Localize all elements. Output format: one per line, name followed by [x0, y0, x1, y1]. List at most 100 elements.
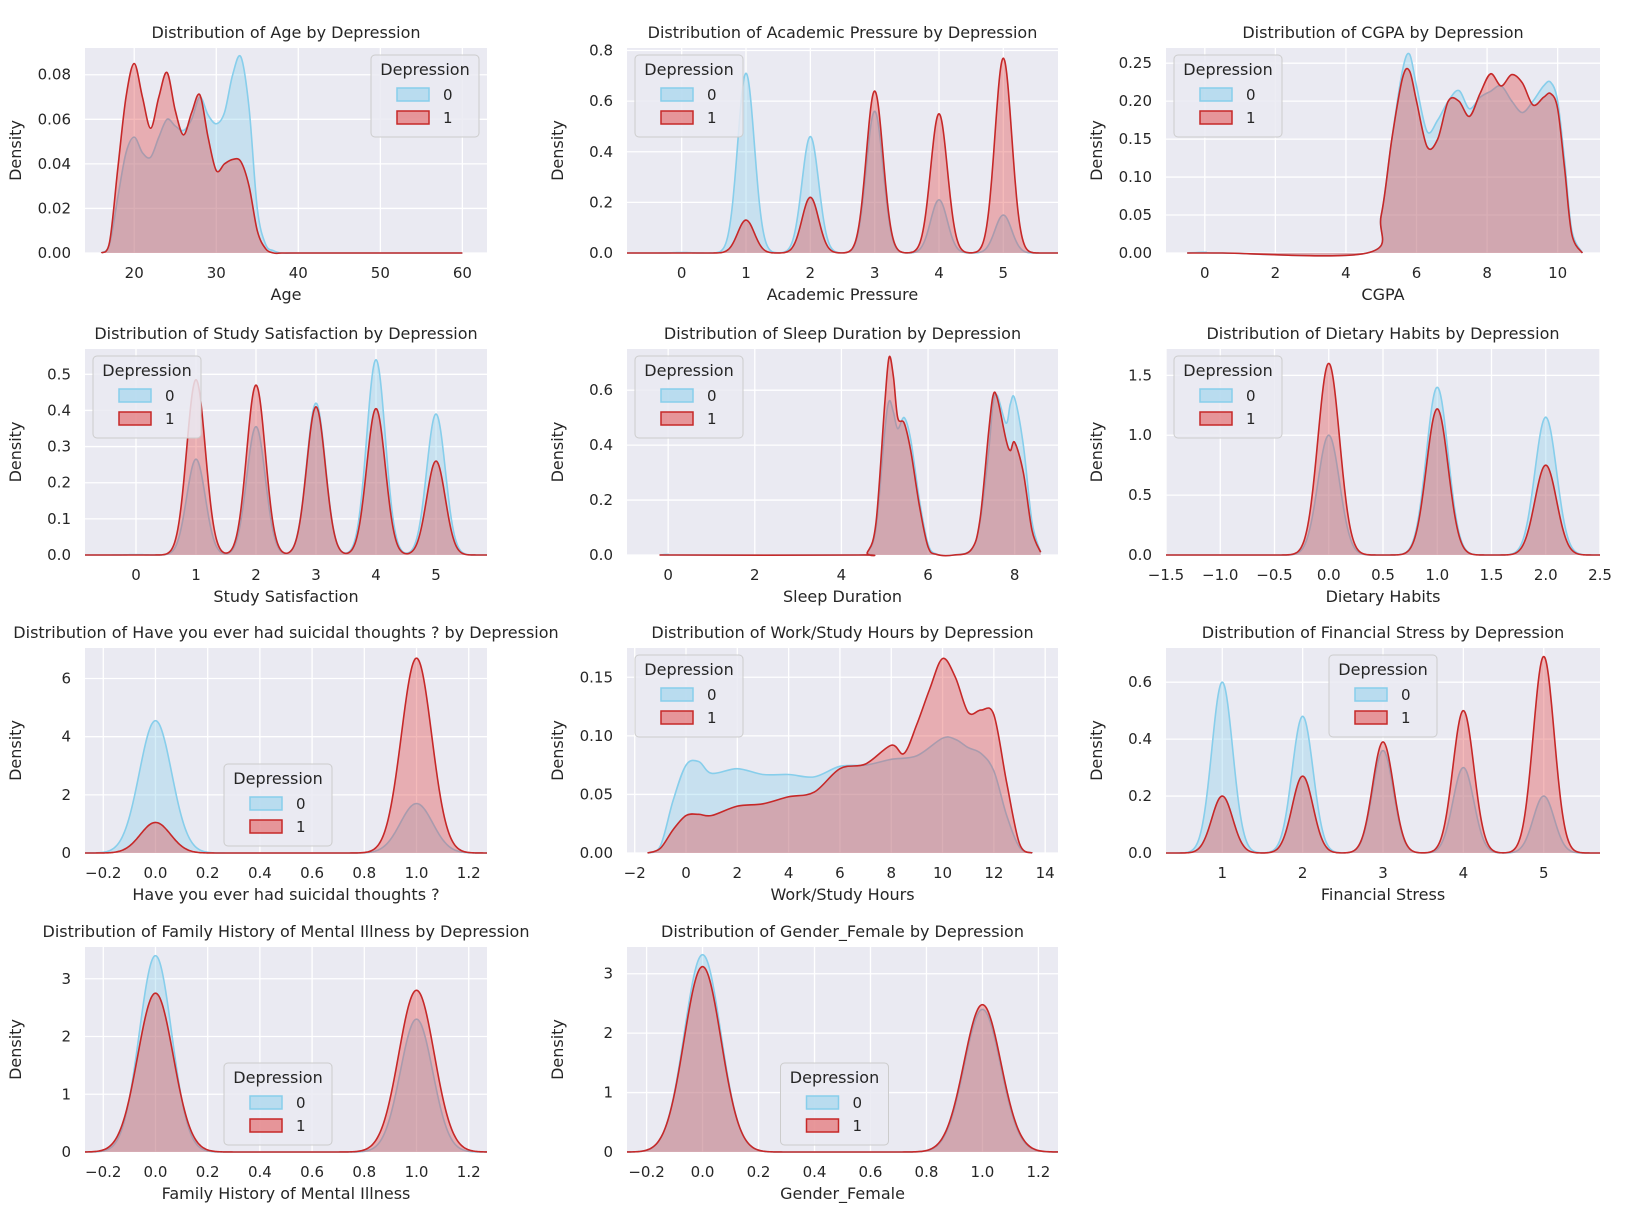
x-tick-label: 1.0	[405, 864, 429, 882]
legend-title: Depression	[380, 60, 469, 79]
x-tick-label: 0.4	[248, 864, 272, 882]
y-tick-label: 0.10	[1119, 168, 1152, 186]
x-tick-label: −0.2	[85, 1163, 121, 1181]
legend-swatch-0	[1354, 687, 1388, 702]
x-tick-label: 0.6	[859, 1163, 883, 1181]
y-tick-label: 0	[61, 844, 71, 862]
y-tick-label: 0.05	[1119, 206, 1152, 224]
x-tick-label: 0	[1200, 264, 1210, 282]
y-axis-label: Density	[548, 1019, 567, 1080]
chart-8: −2 0 2 4 6 8 10 12 140.000.050.100.15Work/Study …	[548, 623, 1058, 904]
x-axis-label: Dietary Habits	[1326, 587, 1441, 606]
x-tick-label: 0	[131, 566, 141, 584]
legend-label-0: 0	[443, 86, 453, 104]
x-tick-label: 5	[999, 264, 1009, 282]
x-tick-label: 2	[1271, 264, 1281, 282]
density-area-depression-1	[1187, 68, 1583, 256]
y-tick-label: 0.0	[47, 546, 71, 564]
y-tick-label: 0	[61, 1143, 71, 1161]
chart-7: −0.2 0.0 0.2 0.4 0.6 0.8 1.0 1.2 0 2 4 6 Have you ev…	[6, 623, 559, 904]
x-tick-label: −0.2	[85, 864, 121, 882]
x-tick-label: 60	[453, 264, 472, 282]
x-tick-label: 0.0	[691, 1163, 715, 1181]
y-axis-label: Density	[6, 720, 25, 781]
legend-swatch-0	[249, 796, 283, 811]
x-tick-label: 1.0	[405, 1163, 429, 1181]
x-tick-label: 2	[806, 264, 816, 282]
density-line-depression-1	[1187, 67, 1584, 257]
x-tick-label: 4	[1341, 264, 1351, 282]
x-tick-label: 1.2	[457, 864, 481, 882]
x-tick-label: 8	[1482, 264, 1492, 282]
x-tick-label: 1.5	[1480, 566, 1504, 584]
density-line-depression-0	[1166, 681, 1600, 854]
y-tick-label: 0.08	[38, 66, 71, 84]
legend-label-0: 0	[853, 1094, 863, 1112]
legend-label-1: 1	[707, 109, 717, 127]
density-area-depression-0	[1166, 387, 1600, 555]
x-axis-label: Family History of Mental Illness	[162, 1184, 411, 1203]
density-area-depression-0	[659, 394, 1041, 556]
y-tick-label: 0.4	[589, 143, 613, 161]
y-tick-label: 0.15	[1119, 130, 1152, 148]
chart-2: 0 1 2 3 4 5 0.0 0.2 0.4 0.6 0.8 Academic Pressure De…	[548, 23, 1058, 304]
x-tick-label: 1	[741, 264, 751, 282]
x-tick-label: 12	[984, 864, 1003, 882]
y-axis-label: Density	[1087, 422, 1106, 483]
legend-swatch-1	[660, 110, 694, 125]
legend-label-0: 0	[1246, 387, 1256, 405]
y-tick-label: 1.0	[1128, 426, 1152, 444]
legend: Depression 0 1	[370, 54, 480, 138]
legend: Depression 0 1	[634, 54, 744, 138]
legend-label-0: 0	[296, 1094, 306, 1112]
x-tick-label: 0.6	[300, 1163, 324, 1181]
density-area-depression-0	[1187, 53, 1583, 256]
y-tick-label: 0.0	[1128, 844, 1152, 862]
chart-3: 0 2 4 6 8 100.000.050.100.150.200.25CGPADensi…	[1087, 23, 1600, 304]
x-tick-label: 1.2	[1026, 1163, 1050, 1181]
density-area-depression-1	[647, 658, 1033, 853]
legend-title: Depression	[644, 660, 733, 679]
density-area-depression-0	[647, 736, 1033, 853]
density-area-depression-0	[85, 720, 487, 853]
y-tick-label: 0.6	[1128, 673, 1152, 691]
chart-title: Distribution of Financial Stress by Depr…	[1202, 623, 1565, 642]
x-tick-label: 0.2	[196, 1163, 220, 1181]
x-tick-label: 3	[870, 264, 880, 282]
chart-title: Distribution of Study Satisfaction by De…	[94, 324, 477, 343]
y-tick-label: 0.05	[580, 785, 613, 803]
legend-swatch-0	[249, 1095, 283, 1110]
y-tick-label: 0.04	[38, 155, 71, 173]
x-tick-label: 0.2	[196, 864, 220, 882]
y-tick-label: 0.0	[589, 244, 613, 262]
legend-swatch-0	[396, 87, 430, 102]
density-line-depression-1	[626, 965, 1059, 1153]
chart-1: 20 30 40 50 60 0.00 0.02 0.04 0.06 0.08 Age Density…	[6, 23, 487, 304]
legend-swatch-1	[1354, 710, 1388, 725]
x-tick-label: 3	[311, 566, 321, 584]
legend-label-0: 0	[1401, 686, 1411, 704]
density-area-depression-1	[85, 379, 487, 555]
x-tick-label: 30	[207, 264, 226, 282]
x-tick-label: 10	[933, 864, 952, 882]
legend: Depression 0 1	[1328, 654, 1438, 738]
x-tick-label: 6	[835, 864, 845, 882]
legend: Depression 0 1	[1173, 355, 1283, 439]
x-tick-label: 0	[681, 864, 691, 882]
legend-label-0: 0	[707, 686, 717, 704]
chart-11: −0.2 0.0 0.2 0.4 0.6 0.8 1.0 1.2 0 1 2 3 Gender_Fema…	[548, 922, 1059, 1204]
x-tick-label: 40	[289, 264, 308, 282]
y-tick-label: 0.00	[1119, 244, 1152, 262]
x-tick-label: 4	[784, 864, 794, 882]
y-tick-label: 0.5	[47, 365, 71, 383]
y-tick-label: 0.1	[47, 510, 71, 528]
legend-label-1: 1	[1246, 109, 1256, 127]
density-line-depression-1	[84, 989, 488, 1153]
density-area-depression-0	[627, 73, 1058, 253]
y-tick-label: 0.10	[580, 727, 613, 745]
legend-label-1: 1	[1401, 709, 1411, 727]
legend-swatch-0	[660, 388, 694, 403]
density-area-depression-1	[627, 58, 1058, 253]
legend: Depression 0 1	[1173, 54, 1283, 138]
